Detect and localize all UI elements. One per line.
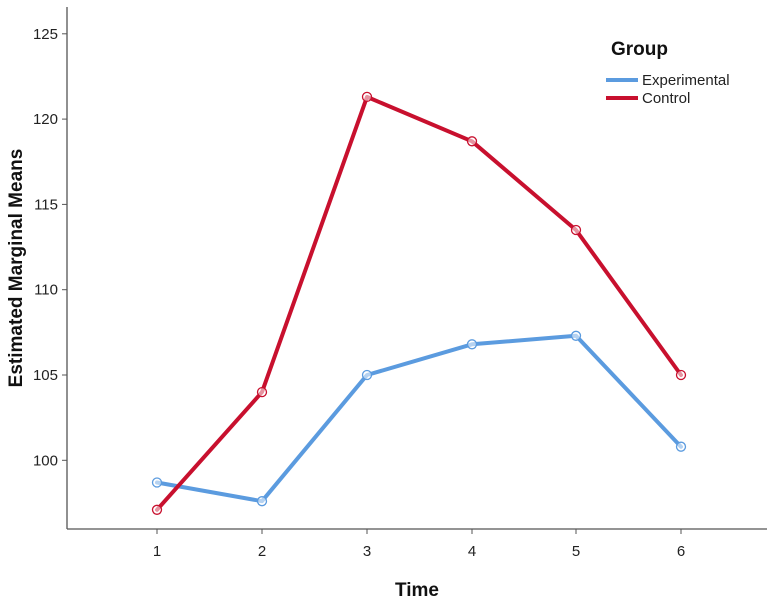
data-point-control [151,504,163,515]
legend: Group Experimental Control [606,39,730,107]
x-tick-label: 6 [677,543,685,560]
data-point-experimental [361,369,373,381]
data-point-control [675,369,687,381]
x-axis-title: Time [395,580,439,601]
series-line-control [155,94,683,512]
legend-label-control: Control [642,90,690,107]
data-point-control [466,136,478,147]
data-point-experimental [570,330,582,341]
data-point-experimental [675,441,687,452]
y-tick-label: 110 [34,282,58,299]
x-tick-label: 1 [153,543,161,560]
series-layer [151,91,687,515]
data-point-experimental [256,496,268,507]
x-axis-ticks: 1 2 3 4 5 6 [153,529,685,560]
y-tick-label: 100 [33,452,58,469]
y-axis-title: Estimated Marginal Means [6,149,27,388]
data-point-control [570,224,582,236]
series-line-experimental [155,333,683,504]
y-tick-label: 105 [33,367,58,384]
y-tick-label: 115 [34,196,58,213]
legend-title: Group [611,39,668,60]
data-point-experimental [151,477,163,488]
data-point-control [361,91,373,103]
legend-label-experimental: Experimental [642,72,730,89]
x-tick-label: 5 [572,543,580,560]
x-tick-label: 4 [468,543,476,560]
data-point-experimental [466,339,478,350]
y-tick-label: 120 [33,111,58,128]
y-axis-ticks: 100 105 110 115 120 125 [33,26,67,469]
y-tick-label: 125 [33,26,58,43]
x-tick-label: 2 [258,543,266,560]
x-tick-label: 3 [363,543,371,560]
data-point-control [256,386,268,398]
